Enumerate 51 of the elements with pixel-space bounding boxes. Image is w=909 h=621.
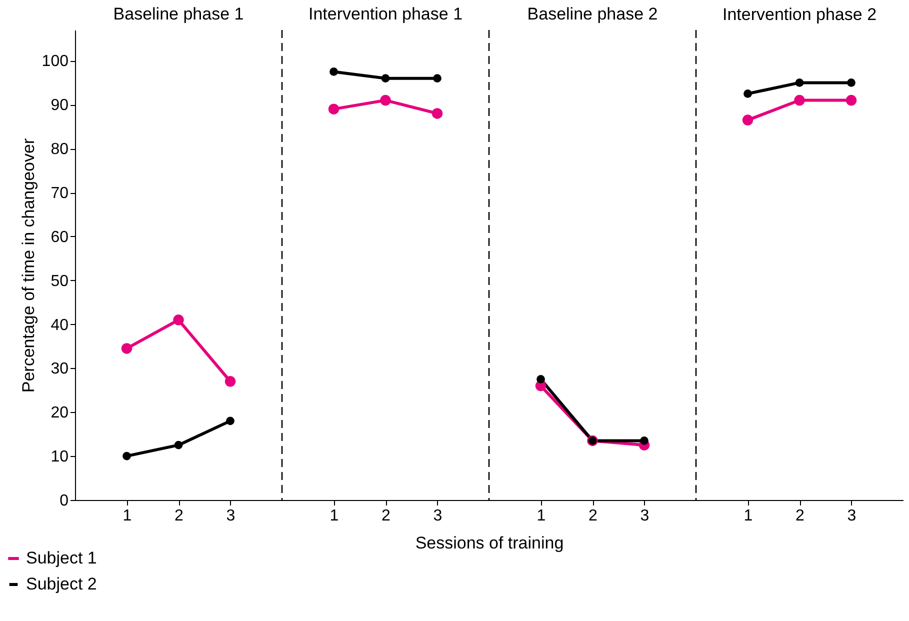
point [224, 376, 236, 387]
x-tick-label: 3 [640, 508, 650, 524]
chart-title: Baseline phase 2 [527, 4, 658, 24]
x-axis-title: Sessions of training [415, 534, 564, 552]
point [121, 343, 132, 354]
x-tick-label: 3 [433, 508, 442, 524]
y-tick-label: 40 [50, 316, 69, 334]
x-tick-label: 3 [226, 508, 236, 524]
point [226, 416, 234, 426]
point [847, 78, 856, 87]
y-tick-label: 90 [50, 97, 69, 114]
x-tick-label: 1 [536, 508, 546, 524]
chart-title: Intervention phase 2 [722, 5, 877, 24]
point [744, 90, 752, 98]
point [380, 94, 391, 106]
x-tick-label: 1 [330, 508, 339, 524]
point [794, 94, 805, 106]
x-tick-label: 2 [382, 508, 391, 524]
legend-label: Subject 1 [26, 548, 97, 568]
x-tick-label: 1 [122, 508, 132, 524]
point [795, 78, 804, 87]
point [846, 94, 857, 106]
y-tick-label: 70 [50, 185, 69, 202]
point [432, 108, 443, 119]
y-tick-label: 20 [50, 404, 69, 422]
y-tick-label: 60 [50, 228, 69, 246]
y-tick-label: 50 [50, 272, 69, 290]
y-axis-title: Percentage of time in changeover [18, 138, 38, 393]
point [328, 104, 340, 114]
y-tick-label: 0 [60, 492, 69, 510]
chart-title: Baseline phase 1 [113, 4, 244, 24]
legend-label: Subject 2 [26, 574, 97, 594]
y-tick-label: 30 [50, 360, 69, 378]
point [536, 375, 545, 384]
x-tick-label: 1 [744, 508, 753, 524]
y-tick-label: 100 [42, 53, 69, 70]
y-tick-label: 10 [50, 448, 69, 466]
point [742, 114, 754, 126]
chart-title: Intervention phase 1 [308, 4, 463, 24]
x-tick-label: 2 [174, 508, 184, 524]
x-tick-label: 3 [847, 508, 856, 524]
y-tick-label: 80 [50, 141, 69, 158]
x-tick-label: 2 [796, 508, 805, 524]
point [122, 452, 131, 460]
x-tick-label: 2 [588, 508, 598, 524]
point [330, 68, 338, 76]
point [173, 314, 184, 326]
point [174, 440, 183, 450]
point [640, 436, 648, 445]
point [381, 74, 390, 82]
point [433, 74, 442, 82]
